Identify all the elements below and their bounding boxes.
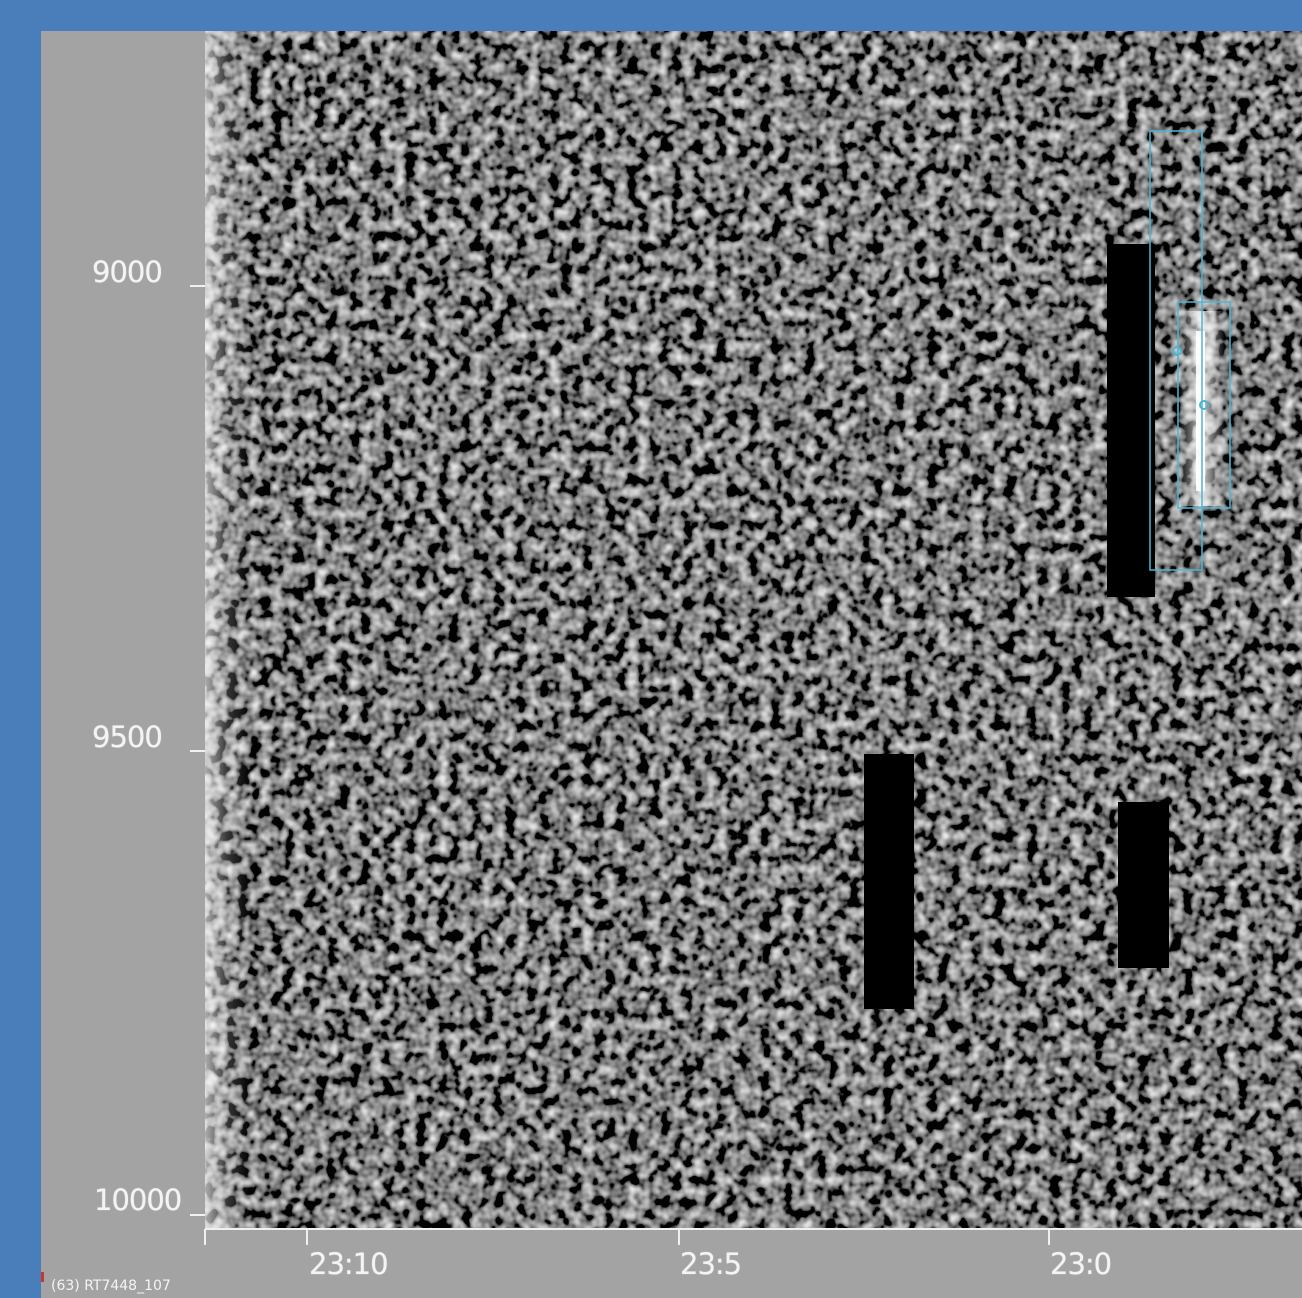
selection-box-inner[interactable]: [1177, 301, 1231, 509]
selection-box-outer[interactable]: [1149, 130, 1203, 571]
x-tick-label: 23:5: [680, 1247, 742, 1281]
y-tick-label: 9000: [92, 255, 163, 289]
y-tick-label: 10000: [94, 1183, 182, 1217]
image-plot-area[interactable]: [205, 31, 1302, 1229]
masked-region: [1107, 244, 1155, 597]
caption-marker: [41, 1272, 44, 1282]
image-caption: (63) RT7448_107: [51, 1278, 171, 1294]
x-axis-line: [205, 1228, 1302, 1230]
masked-region: [1118, 802, 1169, 968]
y-tick-mark: [190, 1214, 205, 1216]
x-tick-mark: [678, 1229, 680, 1245]
y-tick-label: 9500: [92, 720, 163, 754]
x-tick-mark: [204, 1229, 206, 1245]
marker-point[interactable]: [1172, 346, 1182, 356]
y-tick-mark: [190, 750, 205, 752]
marker-point[interactable]: [1199, 400, 1209, 410]
x-tick-label: 23:10: [309, 1247, 389, 1281]
x-tick-mark: [306, 1229, 308, 1245]
bright-left-edge: [205, 31, 250, 1229]
noise-image: [205, 31, 1302, 1229]
masked-region: [864, 754, 914, 1009]
x-tick-label: 23:0: [1050, 1247, 1112, 1281]
y-tick-mark: [190, 285, 205, 287]
x-tick-mark: [1048, 1229, 1050, 1245]
bright-streak-core: [1196, 331, 1205, 491]
